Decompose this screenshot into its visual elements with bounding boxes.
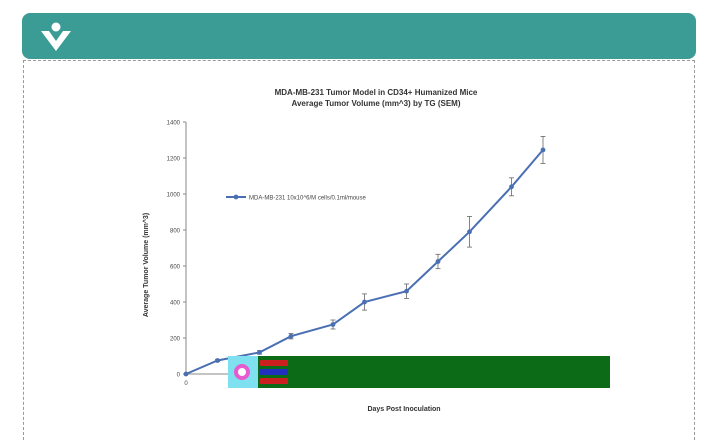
tumor-volume-chart: MDA-MB-231 Tumor Model in CD34+ Humanize… [142,88,610,413]
chart-container: MDA-MB-231 Tumor Model in CD34+ Humanize… [136,80,610,416]
y-tick-label: 1200 [167,157,181,163]
data-point [215,358,220,363]
y-tick-label: 200 [170,337,181,343]
chart-title-line1: MDA-MB-231 Tumor Model in CD34+ Humanize… [275,88,478,97]
overlay-blue-stripe [260,369,288,375]
y-tick-label: 400 [170,301,181,307]
data-point [509,184,514,190]
y-axis-label: Average Tumor Volume (mm^3) [142,213,150,317]
data-point [330,322,336,327]
y-tick-label: 600 [170,265,181,271]
data-point [435,259,441,264]
overlay-red-stripe [260,378,288,384]
overlay-red-stripe [260,360,288,366]
x-tick-label: 0 [184,381,188,387]
chart-series [183,136,546,377]
data-point [183,371,189,377]
data-point [362,299,367,305]
heart-person-logo-icon[interactable] [39,21,73,53]
legend-label: MDA-MB-231 10x10^6/M cells/0.1ml/mouse [249,196,367,202]
y-tick-label: 0 [177,373,181,379]
chart-ticks: 0 200 400 600 800 1000 1200 1400 0 [167,121,189,388]
overlay-green-block [256,356,610,388]
series-line [185,149,544,375]
y-tick-label: 1000 [167,193,181,199]
overlay-artifact [228,356,610,388]
y-tick-label: 800 [170,229,181,235]
legend-swatch-marker [233,194,239,200]
header-bar [22,13,696,59]
x-axis-label: Days Post Inoculation [367,406,440,413]
content-panel [23,60,695,440]
y-tick-label: 1400 [167,121,181,127]
data-point [257,350,262,355]
chart-legend: MDA-MB-231 10x10^6/M cells/0.1ml/mouse [226,194,367,202]
data-point [467,229,472,235]
data-point [288,333,294,339]
data-point [540,147,546,153]
data-point [404,288,409,294]
overlay-white-dot [238,368,246,376]
chart-title-line2: Average Tumor Volume (mm^3) by TG (SEM) [292,99,461,108]
